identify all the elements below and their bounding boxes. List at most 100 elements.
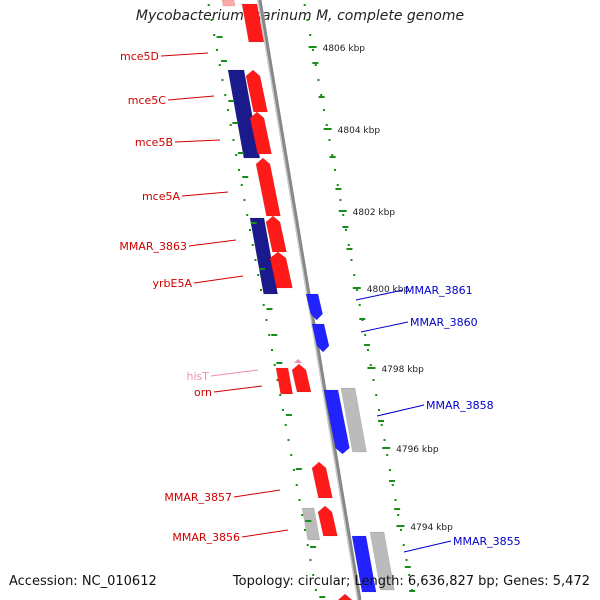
ruler-tick	[242, 176, 249, 178]
ruler-tick	[216, 36, 223, 38]
ruler-dot-right	[353, 274, 356, 276]
map-title: Mycobacterium marinum M, complete genome	[135, 8, 465, 24]
ruler-dot-right	[399, 529, 402, 531]
accession-text: Accession: NC_010612	[9, 574, 157, 589]
gene-block[interactable]	[311, 323, 330, 353]
ruler-dot-left	[213, 34, 216, 36]
ruler-dot-right	[402, 544, 405, 546]
ruler-dot-left	[229, 124, 232, 126]
ruler-dot-right	[366, 349, 369, 351]
gene-block[interactable]	[249, 217, 278, 295]
label-leader	[241, 529, 289, 538]
kbp-tick	[382, 447, 391, 449]
ruler-tick	[276, 362, 283, 364]
kbp-label: 4796 kbp	[396, 445, 439, 455]
ruler-dot-right	[333, 169, 336, 171]
label-leader	[210, 369, 259, 377]
ruler-dot-left	[243, 199, 246, 201]
ruler-dot-left	[309, 559, 312, 561]
ruler-dot-left	[281, 409, 284, 411]
label-leader	[174, 139, 221, 143]
ruler-dot-right	[408, 574, 411, 576]
ruler-dot-left	[246, 214, 249, 216]
ruler-dot-left	[270, 349, 273, 351]
ruler-tick	[285, 414, 292, 416]
gene-label: MMAR_3856	[172, 531, 240, 544]
gene-block[interactable]	[291, 363, 312, 393]
gene-labels: 4806 kbp 4804 kbp 4802 kbp 4800 kbp 4798 kbp…	[119, 44, 521, 553]
gene-block[interactable]	[301, 507, 321, 541]
gene-block[interactable]	[337, 593, 354, 600]
gene-label: MMAR_3857	[164, 491, 232, 504]
ruler-dot-left	[240, 184, 243, 186]
ruler-tick	[342, 226, 349, 228]
ruler-dot-left	[262, 304, 265, 306]
ruler-tick	[305, 520, 312, 522]
gene-block[interactable]	[275, 367, 293, 395]
ruler-dot-right	[350, 259, 353, 261]
ruler-tick	[389, 480, 395, 482]
gene-block[interactable]	[317, 505, 338, 537]
ruler-dot-right	[397, 514, 400, 516]
ruler-tick	[318, 96, 325, 98]
ruler-dot-left	[295, 484, 298, 486]
label-leader	[376, 404, 425, 417]
label-leader	[181, 191, 229, 197]
gene-block[interactable]	[245, 69, 268, 113]
gene-block[interactable]	[323, 389, 350, 455]
gene-block[interactable]	[305, 293, 323, 321]
gene-block[interactable]	[255, 157, 281, 217]
gene-label: MMAR_3858	[426, 399, 494, 412]
gene-label: yrbE5A	[153, 277, 193, 290]
ruler-dot-right	[320, 94, 323, 96]
ruler-dot-left	[273, 364, 276, 366]
gene-block[interactable]	[227, 69, 261, 159]
ruler-dot-left	[237, 169, 240, 171]
ruler-tick	[394, 508, 401, 510]
ruler-dot-right	[339, 199, 342, 201]
gene-block[interactable]	[351, 535, 377, 593]
kbp-tick	[323, 128, 332, 130]
ruler-tick	[250, 222, 257, 224]
gene-block[interactable]	[249, 111, 272, 155]
ruler-dot-right	[372, 379, 375, 381]
gene-block[interactable]	[369, 531, 395, 591]
kbp-label: 4800 kbp	[367, 285, 410, 295]
ruler-tick	[237, 152, 244, 154]
gene-label: orn	[194, 386, 212, 399]
ruler-dots	[207, 4, 413, 591]
ruler-dot-right	[383, 439, 386, 441]
gene-block[interactable]	[241, 3, 265, 43]
gene-block[interactable]	[221, 0, 236, 7]
ruler-dot-right	[325, 124, 328, 126]
ruler-dot-left	[303, 529, 306, 531]
ruler-dot-right	[331, 154, 334, 156]
gene-features[interactable]	[221, 0, 395, 600]
ruler-tick	[409, 590, 416, 592]
ruler-dot-right	[358, 304, 361, 306]
kbp-label: 4798 kbp	[381, 365, 424, 375]
gene-block[interactable]	[269, 251, 293, 289]
ruler-dot-right	[306, 19, 309, 21]
gene-block[interactable]	[265, 215, 287, 253]
ruler-dot-left	[298, 499, 301, 501]
ruler-dot-right	[355, 289, 358, 291]
ruler-dot-left	[221, 79, 224, 81]
ruler-dot-right	[377, 409, 380, 411]
ruler-tick	[228, 100, 235, 102]
ruler-tick	[359, 318, 366, 320]
gene-block[interactable]	[340, 387, 367, 453]
kbp-tick	[396, 525, 405, 527]
kbp-label: 4804 kbp	[338, 126, 381, 136]
ruler-dot-right	[344, 229, 347, 231]
ruler-tick	[310, 546, 317, 548]
ruler-tick	[364, 344, 371, 346]
ruler-dot-left	[314, 589, 317, 591]
ruler-dot-right	[342, 214, 345, 216]
ruler-dot-left	[306, 544, 309, 546]
ruler-tick	[346, 248, 353, 250]
ruler-dot-right	[303, 4, 306, 6]
gene-block[interactable]	[311, 461, 333, 499]
ruler-tick	[221, 60, 227, 62]
